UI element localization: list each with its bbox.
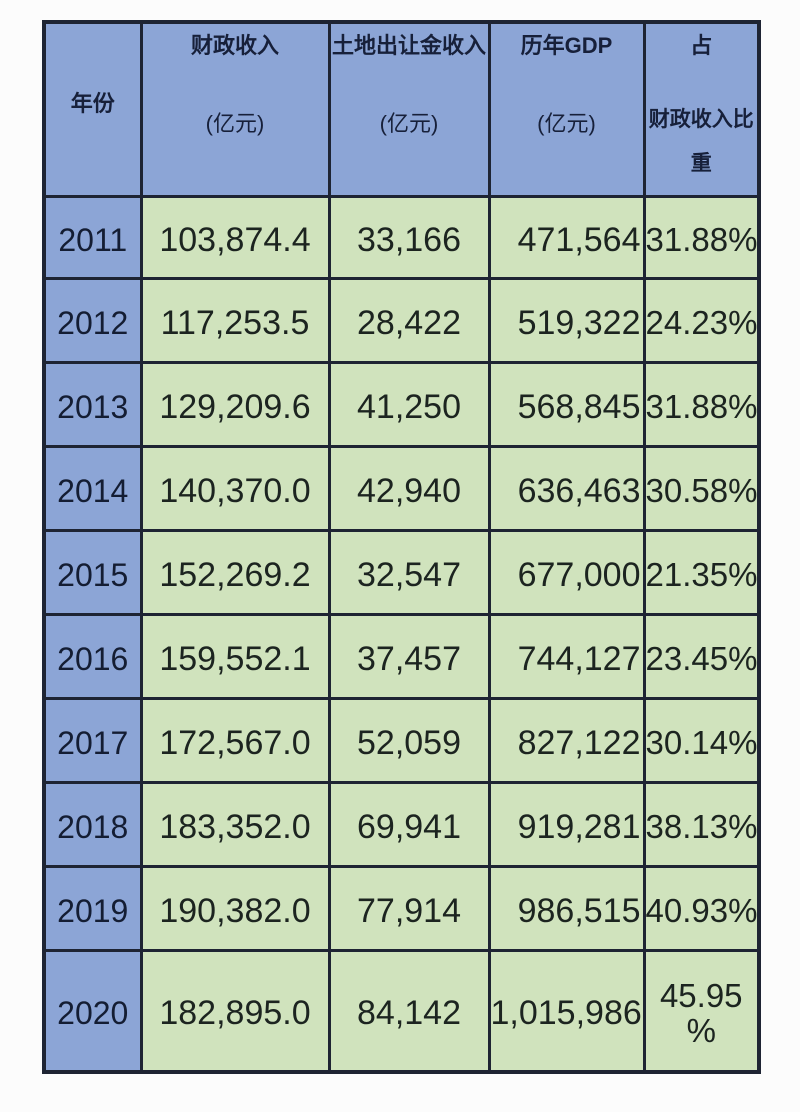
header-ratio-line2: 财政收入比重 [648, 108, 754, 175]
gdp-cell: 919,281 [487, 780, 646, 868]
fiscal-revenue-table-wrap: 年份 财政收入 (亿元) 土地出让金收入 (亿元) 历年GDP (亿元) 占 财… [42, 20, 761, 1074]
table-row: 2014 140,370.0 42,940 636,463 30.58% [42, 444, 761, 532]
header-gdp-prefix: 历年 [520, 33, 565, 58]
gdp-cell: 827,122 [487, 696, 646, 784]
header-fiscal-title: 财政收入 [190, 33, 279, 58]
year-cell: 2012 [42, 276, 143, 364]
gdp-cell: 1,015,986 [487, 948, 646, 1074]
ratio-cell: 45.95 % [642, 948, 761, 1074]
table-row: 2018 183,352.0 69,941 919,281 38.13% [42, 780, 761, 868]
fiscal-revenue-table: 年份 财政收入 (亿元) 土地出让金收入 (亿元) 历年GDP (亿元) 占 财… [42, 20, 761, 1074]
table-row: 2019 190,382.0 77,914 986,515 40.93% [42, 864, 761, 952]
fiscal-revenue-cell: 182,895.0 [139, 948, 331, 1074]
land-transfer-income-cell: 37,457 [327, 612, 491, 700]
table-body: 2011 103,874.4 33,166 471,564 31.88% 2012 117,… [42, 194, 761, 1074]
ratio-cell: 38.13% [642, 780, 761, 868]
ratio-cell: 23.45% [642, 612, 761, 700]
header-ratio: 占 财政收入比重 [642, 20, 761, 198]
ratio-cell: 24.23% [642, 276, 761, 364]
ratio-cell: 31.88% [642, 194, 761, 280]
fiscal-revenue-cell: 152,269.2 [139, 528, 331, 616]
header-land-transfer-income: 土地出让金收入 (亿元) [327, 20, 491, 198]
gdp-cell: 471,564 [487, 194, 646, 280]
gdp-cell: 636,463 [487, 444, 646, 532]
year-cell: 2011 [42, 194, 143, 280]
table-row: 2015 152,269.2 32,547 677,000 21.35% [42, 528, 761, 616]
fiscal-revenue-cell: 117,253.5 [139, 276, 331, 364]
land-transfer-income-cell: 41,250 [327, 360, 491, 448]
fiscal-revenue-cell: 140,370.0 [139, 444, 331, 532]
year-cell: 2018 [42, 780, 143, 868]
header-year: 年份 [42, 20, 143, 198]
gdp-cell: 744,127 [487, 612, 646, 700]
header-fiscal-unit: (亿元) [205, 111, 265, 136]
ratio-cell: 30.58% [642, 444, 761, 532]
land-transfer-income-cell: 28,422 [327, 276, 491, 364]
header-ratio-line1: 占 [690, 33, 713, 58]
table-row: 2020 182,895.0 84,142 1,015,986 45.95 % [42, 948, 761, 1074]
ratio-cell: 21.35% [642, 528, 761, 616]
land-transfer-income-cell: 77,914 [327, 864, 491, 952]
year-cell: 2017 [42, 696, 143, 784]
gdp-cell: 519,322 [487, 276, 646, 364]
fiscal-revenue-cell: 129,209.6 [139, 360, 331, 448]
year-cell: 2015 [42, 528, 143, 616]
fiscal-revenue-cell: 159,552.1 [139, 612, 331, 700]
table-row: 2017 172,567.0 52,059 827,122 30.14% [42, 696, 761, 784]
year-cell: 2013 [42, 360, 143, 448]
land-transfer-income-cell: 84,142 [327, 948, 491, 1074]
gdp-cell: 568,845 [487, 360, 646, 448]
land-transfer-income-cell: 32,547 [327, 528, 491, 616]
header-gdp-unit: (亿元) [537, 111, 596, 136]
year-cell: 2014 [42, 444, 143, 532]
header-land-unit: (亿元) [379, 111, 439, 136]
gdp-cell: 986,515 [487, 864, 646, 952]
ratio-cell: 30.14% [642, 696, 761, 784]
fiscal-revenue-cell: 172,567.0 [139, 696, 331, 784]
header-gdp-bold: GDP [564, 33, 613, 58]
header-gdp: 历年GDP (亿元) [487, 20, 646, 198]
land-transfer-income-cell: 69,941 [327, 780, 491, 868]
header-row: 年份 财政收入 (亿元) 土地出让金收入 (亿元) 历年GDP (亿元) 占 财… [42, 20, 761, 198]
fiscal-revenue-cell: 183,352.0 [139, 780, 331, 868]
year-cell: 2020 [42, 948, 143, 1074]
table-row: 2013 129,209.6 41,250 568,845 31.88% [42, 360, 761, 448]
land-transfer-income-cell: 33,166 [327, 194, 491, 280]
ratio-cell: 31.88% [642, 360, 761, 448]
year-cell: 2019 [42, 864, 143, 952]
land-transfer-income-cell: 52,059 [327, 696, 491, 784]
year-cell: 2016 [42, 612, 143, 700]
ratio-cell: 40.93% [642, 864, 761, 952]
fiscal-revenue-cell: 190,382.0 [139, 864, 331, 952]
land-transfer-income-cell: 42,940 [327, 444, 491, 532]
table-row: 2011 103,874.4 33,166 471,564 31.88% [42, 194, 761, 280]
fiscal-revenue-cell: 103,874.4 [139, 194, 331, 280]
header-gdp-title: 历年GDP [491, 34, 643, 58]
header-land-title: 土地出让金收入 [331, 33, 486, 58]
header-year-label: 年份 [70, 91, 115, 116]
table-row: 2016 159,552.1 37,457 744,127 23.45% [42, 612, 761, 700]
table-row: 2012 117,253.5 28,422 519,322 24.23% [42, 276, 761, 364]
header-fiscal-revenue: 财政收入 (亿元) [139, 20, 331, 198]
gdp-cell: 677,000 [487, 528, 646, 616]
